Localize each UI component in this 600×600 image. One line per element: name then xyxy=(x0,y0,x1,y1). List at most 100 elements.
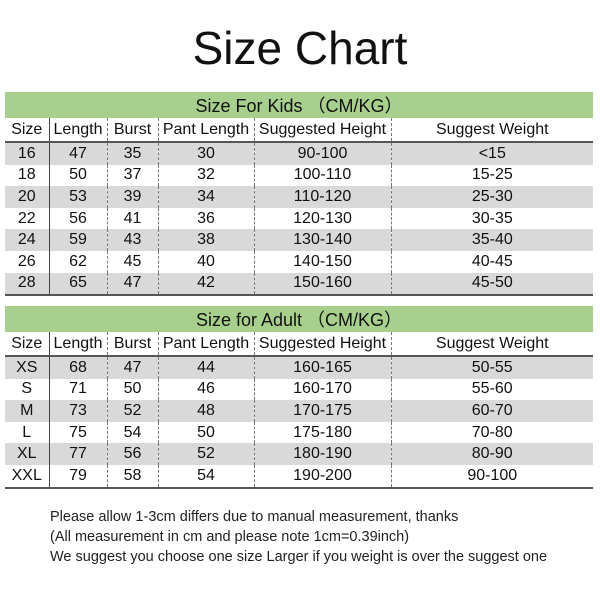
table-row: XS 68 47 44 160-165 50-55 xyxy=(5,356,593,379)
table-cell: 50 xyxy=(157,421,254,444)
note-line: Please allow 1-3cm differs due to manual… xyxy=(50,509,459,525)
adult-size-table: Size for Adult （CM/KG） Size Length Burst Pan… xyxy=(5,306,593,489)
table-cell: 62 xyxy=(48,250,107,273)
table-cell: 170-175 xyxy=(253,400,391,422)
table-cell: 15-25 xyxy=(390,164,594,187)
table-cell: 37 xyxy=(106,164,158,187)
column-header-row: Size Length Burst Pant Length Suggested Heig… xyxy=(5,118,594,143)
table-cell: 175-180 xyxy=(253,421,391,444)
table-cell: 44 xyxy=(157,356,254,379)
table-cell: XS xyxy=(5,356,49,379)
table-cell: 77 xyxy=(48,443,107,465)
table-cell: 90-100 xyxy=(253,142,391,165)
table-cell: 25-30 xyxy=(390,186,594,208)
measurement-notes: Please allow 1-3cm differs due to manual… xyxy=(50,507,547,567)
page-title: Size Chart xyxy=(192,22,408,74)
table-cell: 46 xyxy=(157,378,254,401)
column-header: Pant Length xyxy=(157,118,254,143)
table-cell: 54 xyxy=(106,421,158,444)
table-cell: 41 xyxy=(106,207,158,230)
table-cell: 60-70 xyxy=(390,400,593,422)
table-cell: 20 xyxy=(5,186,49,208)
table-cell: 40-45 xyxy=(390,250,594,273)
column-header: Size xyxy=(5,332,49,357)
table-cell: L xyxy=(22,423,32,441)
table-cell: 35 xyxy=(106,142,158,165)
table-cell: 70-80 xyxy=(390,421,593,444)
table-cell: 65 xyxy=(48,272,107,297)
table-row: 20 53 39 34 110-120 25-30 xyxy=(5,186,594,208)
table-cell: 80-90 xyxy=(390,443,593,465)
table-cell: 47 xyxy=(106,272,158,297)
table-cell: 28 xyxy=(5,272,49,297)
table-cell: 43 xyxy=(106,229,158,251)
table-cell: 50-55 xyxy=(390,356,593,379)
table-cell: 56 xyxy=(106,443,158,465)
table-cell: 18 xyxy=(17,166,36,184)
note-line: (All measurement in cm and please note 1… xyxy=(50,529,410,545)
table-cell: 45 xyxy=(106,250,158,273)
table-cell: 140-150 xyxy=(253,250,391,273)
table-cell: 47 xyxy=(48,142,107,165)
table-cell: 30-35 xyxy=(390,207,594,230)
table-cell: 90-100 xyxy=(390,464,593,489)
table-row: M 73 52 48 170-175 60-70 xyxy=(5,400,593,422)
column-header-row: Size Length Burst Pant Length Suggested Heig… xyxy=(5,332,593,357)
table-caption: Size for Adult （CM/KG） xyxy=(5,306,593,332)
table-cell: 150-160 xyxy=(253,272,391,297)
table-row: XXL 79 58 54 190-200 90-100 xyxy=(5,464,593,489)
column-header: Length xyxy=(48,118,107,143)
table-cell: 39 xyxy=(106,186,158,208)
table-cell: <15 xyxy=(390,142,594,165)
table-cell: 54 xyxy=(157,464,254,489)
table-cell: 26 xyxy=(17,252,36,270)
column-header: Suggested Height xyxy=(253,332,391,357)
table-cell: XXL xyxy=(5,464,49,489)
table-row: L 75 54 50 175-180 70-80 xyxy=(5,421,593,444)
table-cell: 34 xyxy=(157,186,254,208)
column-header: Suggested Height xyxy=(253,118,391,143)
table-cell: 22 xyxy=(17,209,36,227)
table-cell: XL xyxy=(5,443,49,465)
column-header: Pant Length xyxy=(157,332,254,357)
table-cell: 40 xyxy=(157,250,254,273)
table-cell: 160-170 xyxy=(253,378,391,401)
column-header: Size xyxy=(5,118,49,143)
table-row: 26 62 45 40 140-150 40-45 xyxy=(5,250,594,273)
table-cell: 24 xyxy=(5,229,49,251)
table-cell: 16 xyxy=(5,142,49,165)
table-cell: 75 xyxy=(48,421,107,444)
table-cell: 59 xyxy=(48,229,107,251)
table-cell: 100-110 xyxy=(253,164,391,187)
table-cell: 45-50 xyxy=(390,272,594,297)
table-row: 18 50 37 32 100-110 15-25 xyxy=(5,164,594,187)
table-cell: 71 xyxy=(48,378,107,401)
column-header: Suggest Weight xyxy=(390,118,594,143)
table-row: XL 77 56 52 180-190 80-90 xyxy=(5,443,593,465)
column-header: Burst xyxy=(106,332,158,357)
table-caption-row: Size For Kids （CM/KG） xyxy=(5,92,594,118)
column-header: Burst xyxy=(106,118,158,143)
kids-size-table: Size For Kids （CM/KG） Size Length Burst Pant… xyxy=(5,92,594,297)
table-cell: 79 xyxy=(48,464,107,489)
table-cell: 56 xyxy=(48,207,107,230)
table-row: 24 59 43 38 130-140 35-40 xyxy=(5,229,594,251)
table-cell: 38 xyxy=(157,229,254,251)
table-cell: 160-165 xyxy=(253,356,391,379)
table-cell: 110-120 xyxy=(253,186,391,208)
table-cell: 35-40 xyxy=(390,229,594,251)
table-caption: Size For Kids （CM/KG） xyxy=(5,92,594,118)
table-caption-row: Size for Adult （CM/KG） xyxy=(5,306,593,332)
table-cell: 68 xyxy=(48,356,107,379)
table-cell: S xyxy=(21,380,33,398)
table-cell: 42 xyxy=(157,272,254,297)
table-cell: 48 xyxy=(157,400,254,422)
table-cell: 130-140 xyxy=(253,229,391,251)
note-line: We suggest you choose one size Larger if… xyxy=(50,549,548,565)
column-header: Suggest Weight xyxy=(390,332,593,357)
table-cell: 30 xyxy=(157,142,254,165)
table-row: 28 65 47 42 150-160 45-50 xyxy=(5,272,594,297)
table-row: 22 56 41 36 120-130 30-35 xyxy=(5,207,594,230)
table-cell: 52 xyxy=(157,443,254,465)
table-cell: 73 xyxy=(48,400,107,422)
